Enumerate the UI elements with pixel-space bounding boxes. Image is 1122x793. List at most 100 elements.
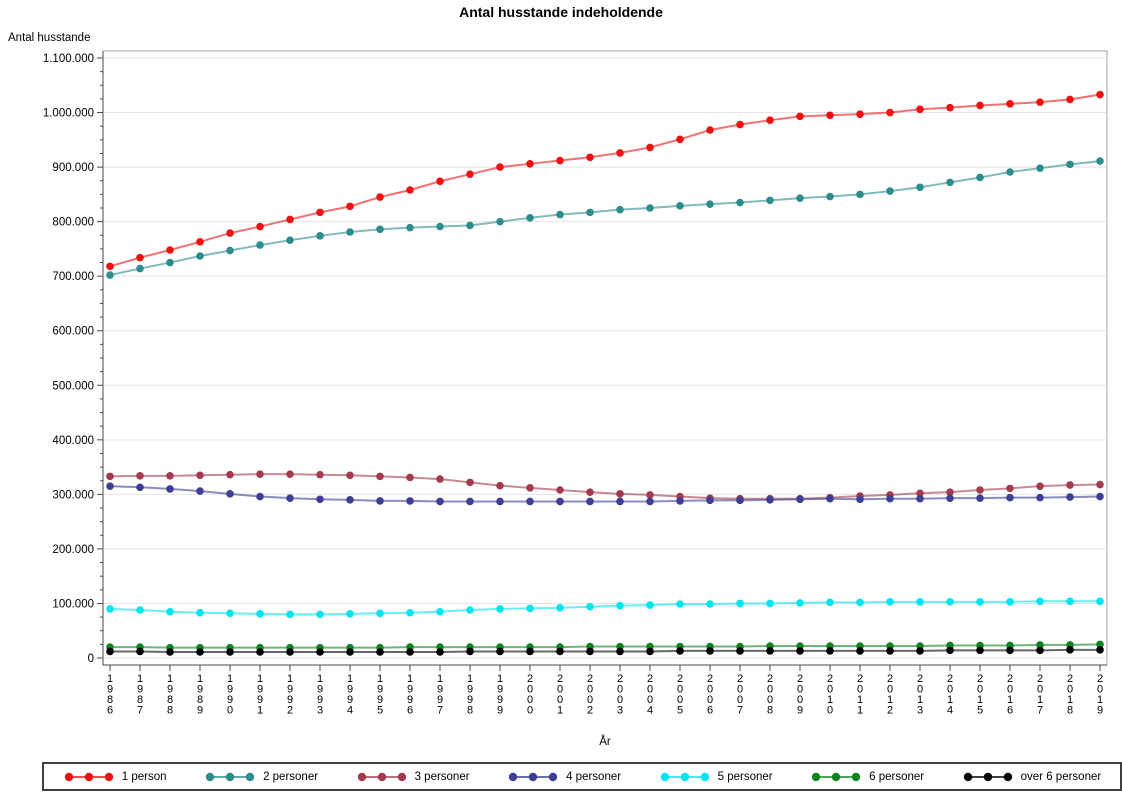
legend-label: over 6 personer <box>1020 770 1102 783</box>
data-point <box>136 253 144 262</box>
data-point <box>886 494 894 503</box>
data-point <box>1066 160 1074 169</box>
data-point <box>1066 481 1074 489</box>
data-point <box>556 647 564 656</box>
legend-label: 6 personer <box>869 770 925 783</box>
data-point <box>226 246 234 255</box>
y-tick-label: 800.000 <box>52 217 94 229</box>
data-point <box>586 497 594 506</box>
data-point <box>166 607 174 616</box>
data-point <box>166 246 174 254</box>
chart-title: Antal husstande indeholdende <box>459 4 663 20</box>
data-point <box>406 473 414 482</box>
data-point <box>856 110 864 118</box>
legend-item-2-personer: 2 personer <box>204 771 318 783</box>
data-point <box>1066 95 1074 104</box>
data-point <box>856 647 864 655</box>
data-point <box>916 647 924 655</box>
data-point <box>316 232 324 240</box>
data-point <box>616 205 624 214</box>
legend-item-1-person: 1 person <box>63 771 167 783</box>
data-point <box>106 262 114 271</box>
data-point <box>706 600 714 608</box>
data-point <box>646 491 654 499</box>
data-point <box>706 496 714 505</box>
data-point <box>946 494 954 502</box>
data-point <box>856 598 864 607</box>
data-point <box>226 229 234 237</box>
data-point <box>496 497 504 506</box>
data-point <box>826 111 834 120</box>
data-point <box>316 495 324 504</box>
data-point <box>316 208 324 217</box>
data-point <box>1096 597 1104 606</box>
data-point <box>376 497 384 505</box>
data-point <box>976 101 984 110</box>
data-point <box>526 497 534 506</box>
data-point <box>436 497 444 506</box>
data-point <box>526 484 534 492</box>
data-point <box>196 238 204 246</box>
data-point <box>766 196 774 205</box>
series-line <box>110 648 1100 653</box>
data-point <box>526 160 534 168</box>
y-tick-label: 900.000 <box>52 162 94 174</box>
legend-marker <box>660 772 709 781</box>
data-point <box>646 497 654 506</box>
y-tick-label: 700.000 <box>52 271 94 283</box>
data-point <box>556 210 564 219</box>
data-point <box>436 607 444 616</box>
data-point <box>406 648 414 656</box>
y-tick-label: 300.000 <box>52 489 94 501</box>
data-point <box>736 120 744 129</box>
gridlines <box>104 57 1106 659</box>
data-point <box>946 488 954 496</box>
data-point <box>586 647 594 656</box>
data-point <box>346 471 354 480</box>
data-point <box>106 472 114 481</box>
data-point <box>526 647 534 656</box>
data-point <box>1036 482 1044 490</box>
data-point <box>976 173 984 182</box>
data-point <box>1006 100 1014 108</box>
data-point <box>466 606 474 614</box>
data-point <box>466 170 474 178</box>
data-point <box>346 610 354 618</box>
data-point <box>586 153 594 162</box>
data-point <box>676 497 684 505</box>
data-point <box>406 608 414 617</box>
data-point <box>376 648 384 656</box>
y-tick-label: 0 <box>88 653 94 665</box>
data-point <box>316 610 324 619</box>
data-point <box>616 601 624 610</box>
data-point <box>166 472 174 480</box>
data-point <box>826 494 834 503</box>
data-point <box>676 135 684 144</box>
data-point <box>796 647 804 655</box>
data-point <box>496 647 504 656</box>
data-point <box>256 241 264 249</box>
data-point <box>976 598 984 606</box>
data-point <box>616 490 624 498</box>
data-point <box>256 648 264 656</box>
legend-label: 2 personer <box>263 770 319 783</box>
data-point <box>346 648 354 656</box>
data-point <box>556 486 564 494</box>
series-5-personer <box>106 597 1104 619</box>
data-point <box>256 610 264 618</box>
data-point <box>106 605 114 613</box>
legend-label: 5 personer <box>717 770 773 783</box>
legend-item-6-personer: 6 personer <box>810 771 924 783</box>
